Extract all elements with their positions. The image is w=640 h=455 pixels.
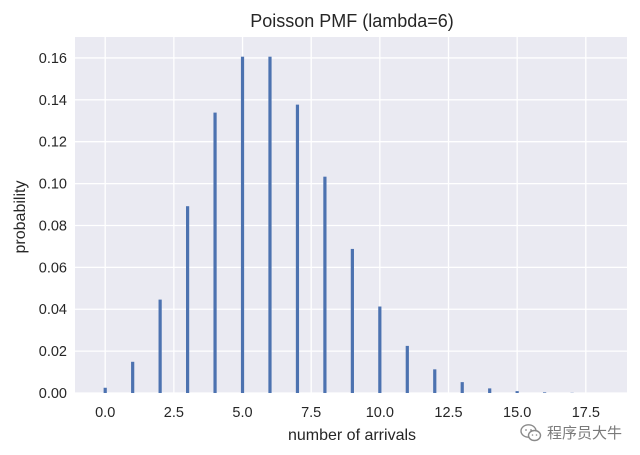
bar [323, 176, 327, 393]
y-tick-label: 0.04 [39, 302, 67, 318]
bar [350, 248, 354, 393]
y-tick-label: 0.14 [39, 93, 67, 109]
y-axis-ticks: 0.00 0.02 0.04 0.06 0.08 0.10 0.12 0.14 0.16 [39, 51, 67, 402]
bar [213, 112, 217, 393]
x-tick-label: 7.5 [301, 405, 321, 421]
bar [543, 392, 547, 393]
bar [460, 382, 464, 393]
y-tick-label: 0.00 [39, 386, 67, 402]
bar [378, 306, 382, 393]
x-tick-label: 12.5 [434, 405, 462, 421]
wechat-icon [520, 423, 542, 441]
bar [268, 56, 272, 394]
bar [433, 369, 437, 393]
bar [131, 361, 135, 393]
bars [103, 56, 574, 394]
chart-title: Poisson PMF (lambda=6) [250, 11, 454, 31]
y-axis-label: probability [12, 181, 29, 254]
bar [488, 388, 492, 393]
x-axis-ticks: 0.0 2.5 5.0 7.5 10.0 12.5 15.0 17.5 [95, 405, 600, 421]
x-tick-label: 15.0 [503, 405, 531, 421]
x-tick-label: 17.5 [572, 405, 600, 421]
bar [405, 345, 409, 393]
x-tick-label: 5.0 [232, 405, 252, 421]
bar [240, 56, 245, 394]
bar [295, 104, 300, 393]
y-tick-label: 0.10 [39, 177, 67, 193]
y-tick-label: 0.16 [39, 51, 67, 67]
watermark: 程序员大牛 [520, 422, 622, 443]
y-tick-label: 0.08 [39, 218, 67, 234]
bar [515, 391, 519, 393]
y-tick-label: 0.12 [39, 135, 67, 151]
y-tick-label: 0.06 [39, 260, 67, 276]
y-tick-label: 0.02 [39, 344, 67, 360]
x-tick-label: 10.0 [366, 405, 394, 421]
bar [185, 206, 190, 393]
x-tick-label: 0.0 [95, 405, 115, 421]
x-axis-label: number of arrivals [288, 427, 416, 444]
x-tick-label: 2.5 [164, 405, 184, 421]
bar [103, 387, 107, 393]
watermark-text: 程序员大牛 [546, 424, 622, 442]
bar [158, 299, 162, 393]
